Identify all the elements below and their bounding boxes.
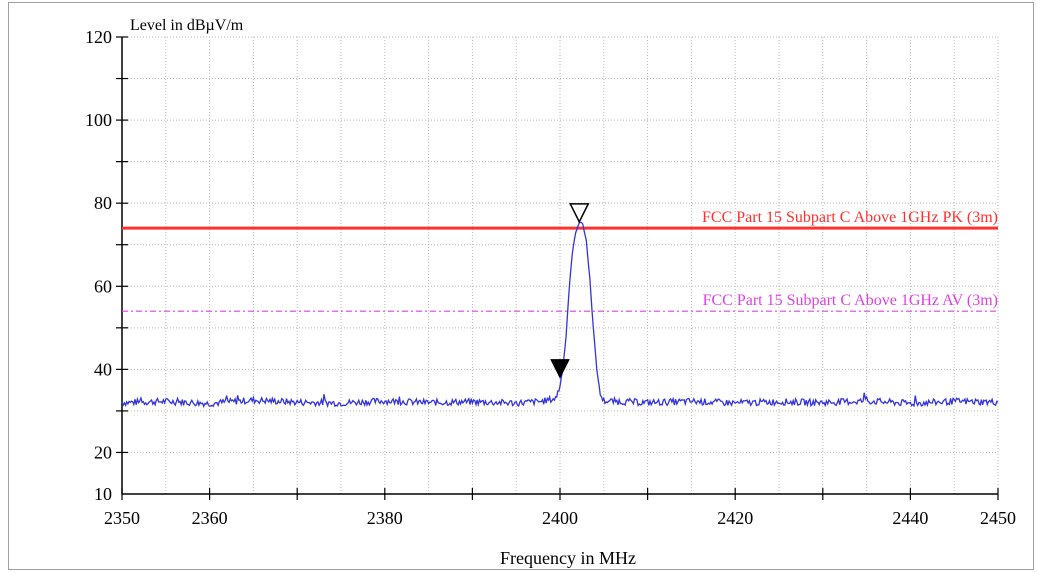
limit-label-pk: FCC Part 15 Subpart C Above 1GHz PK (3m) xyxy=(702,209,998,226)
y-tick-label: 100 xyxy=(85,110,112,130)
y-tick-label: 10 xyxy=(94,484,112,504)
y-tick-label: 80 xyxy=(94,193,112,213)
x-tick-label: 2440 xyxy=(892,508,928,528)
x-tick-label: 2400 xyxy=(542,508,578,528)
y-tick-label: 20 xyxy=(94,442,112,462)
grid xyxy=(122,36,999,494)
x-tick-label: 2420 xyxy=(717,508,753,528)
markers xyxy=(550,203,590,379)
y-tick-label: 120 xyxy=(85,27,112,47)
y-tick-label: 40 xyxy=(94,359,112,379)
y-axis-label: Level in dBµV/m xyxy=(130,17,244,34)
limit-label-av: FCC Part 15 Subpart C Above 1GHz AV (3m) xyxy=(703,292,998,309)
x-tick-label: 2450 xyxy=(980,508,1016,528)
x-axis-label: Frequency in MHz xyxy=(500,548,636,568)
x-tick-label: 2350 xyxy=(104,508,140,528)
trace-line xyxy=(121,221,999,409)
limit-lines: FCC Part 15 Subpart C Above 1GHz PK (3m)… xyxy=(122,209,998,312)
trace xyxy=(121,221,999,409)
x-tick-label: 2360 xyxy=(192,508,228,528)
peak-marker xyxy=(569,203,590,224)
x-tick-label: 2380 xyxy=(367,508,403,528)
edge-marker xyxy=(550,359,570,379)
y-tick-label: 60 xyxy=(94,276,112,296)
ticks: 2350 2360 2380 2400 2420 2440 2450 10 20 40 60 80 10… xyxy=(85,27,1016,528)
